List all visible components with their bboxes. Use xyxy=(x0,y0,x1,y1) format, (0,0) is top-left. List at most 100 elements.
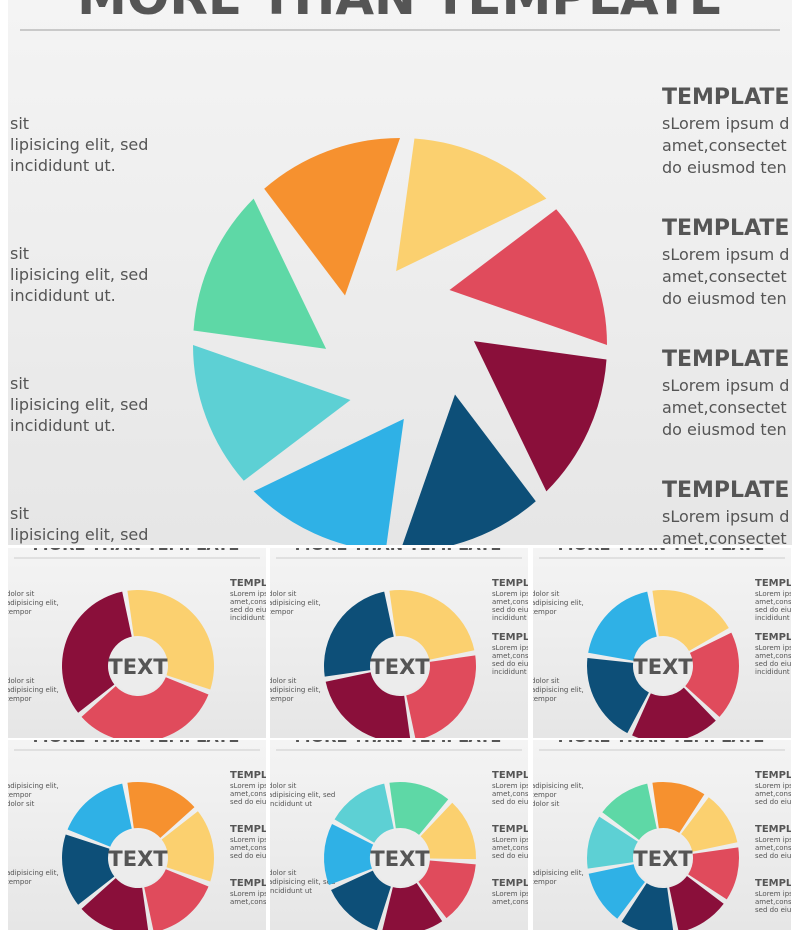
body-text: amet,consect xyxy=(755,598,800,606)
slide: MORE THAN TEMPLATEadipisicing elit,tempo… xyxy=(6,727,288,930)
body-text: adipisicing elit, xyxy=(6,599,59,607)
block-heading: TEMPLATE xyxy=(755,770,800,781)
center-label: TEXT xyxy=(633,655,693,679)
ring-segment xyxy=(588,864,645,919)
body-text: amet,consect xyxy=(230,844,278,852)
body-text: sit xyxy=(10,374,29,393)
body-text: sit xyxy=(10,114,29,133)
body-text: amet,consect xyxy=(230,898,278,906)
body-text: sLorem ipsum xyxy=(755,836,800,844)
body-text: lipisicing elit, sed xyxy=(10,265,148,284)
block-heading: TEMPLATE xyxy=(230,770,288,781)
body-text: amet,consect xyxy=(492,844,540,852)
body-text: sLorem ipsum xyxy=(230,590,279,598)
body-text: amet,consect xyxy=(230,790,278,798)
block-heading: TEMPLATE xyxy=(755,878,800,889)
body-text: dolor sit xyxy=(268,590,297,598)
body-text: tempor xyxy=(6,791,32,799)
block-heading: TEMPLATE xyxy=(755,824,800,835)
ring-segment xyxy=(334,783,394,843)
body-text: sLorem ipsum xyxy=(492,782,541,790)
ring-segment xyxy=(587,816,638,869)
body-text: adipisicing elit, xyxy=(268,599,321,607)
ring-segment xyxy=(127,782,195,838)
ring-segment xyxy=(144,869,209,930)
ring-segment xyxy=(127,590,214,690)
body-text: sed do eiusmod xyxy=(492,852,547,860)
ring-segment xyxy=(161,811,215,882)
ring-segment xyxy=(669,876,724,930)
ring-segment xyxy=(586,658,649,734)
body-text: adipisicing elit, xyxy=(531,782,584,790)
body-text: dolor sit xyxy=(6,590,35,598)
ring-segment xyxy=(406,655,476,738)
slide-title: MORE THAN TEMPLATE xyxy=(295,535,502,554)
block-heading: TEMPLATE xyxy=(755,578,800,589)
pie-wedge xyxy=(193,198,327,349)
block-heading: TEMPLATE xyxy=(662,216,789,241)
body-text: sed do eiusmod xyxy=(755,906,800,914)
slide-title: MORE THAN TEMPLATE xyxy=(558,727,765,746)
body-text: dolor sit xyxy=(6,677,35,685)
body-text: amet,consectet xyxy=(662,529,787,548)
body-text: amet,consect xyxy=(755,844,800,852)
body-text: sLorem ipsum d xyxy=(662,245,789,264)
body-text: sLorem ipsum xyxy=(755,890,800,898)
body-text: lipisicing elit, sed xyxy=(10,525,148,544)
body-text: do eiusmod ten xyxy=(662,420,787,439)
body-text: sLorem ipsum xyxy=(492,890,541,898)
pie-wedge xyxy=(193,345,351,481)
body-text: dolor sit xyxy=(6,800,35,808)
ring-segment xyxy=(688,847,739,900)
body-text: sLorem ipsum xyxy=(230,836,279,844)
ring-segment xyxy=(418,860,476,919)
body-text: tempor xyxy=(531,878,557,886)
ring-segment xyxy=(389,590,475,660)
slide-title: MORE THAN TEMPLATE xyxy=(33,727,240,746)
body-text: tempor xyxy=(531,608,557,616)
pie-wedge xyxy=(402,394,536,545)
body-text: sLorem ipsum d xyxy=(662,114,789,133)
center-label: TEXT xyxy=(108,847,168,871)
body-text: sit xyxy=(10,504,29,523)
body-text: sed do eiusmod xyxy=(230,798,285,806)
body-text: sit xyxy=(10,244,29,263)
body-text: sLorem ipsum xyxy=(755,644,800,652)
ring-segment xyxy=(685,632,740,717)
ring-segment xyxy=(331,870,391,930)
body-text: amet,consect xyxy=(492,790,540,798)
body-text: sLorem ipsum xyxy=(755,782,800,790)
block-heading: TEMPLATE xyxy=(492,878,550,889)
body-text: adipisicing elit, xyxy=(531,686,584,694)
pie-wedge xyxy=(396,138,547,272)
body-text: sLorem ipsum xyxy=(492,836,541,844)
body-text: tempor xyxy=(6,878,32,886)
ring-segment xyxy=(61,834,115,905)
body-text: adipisicing elit, xyxy=(6,782,59,790)
body-text: sed do eiusmod xyxy=(755,606,800,614)
body-text: tempor xyxy=(531,791,557,799)
ring-center xyxy=(635,830,691,886)
slide: MORE THAN TEMPLATEadipisicing elit,tempo… xyxy=(531,727,800,930)
body-text: amet,consectet xyxy=(662,398,787,417)
body-text: amet,consectet xyxy=(662,136,787,155)
body-text: sed do eiusmod xyxy=(492,798,547,806)
body-text: incididunt ut. xyxy=(10,156,116,175)
ring-segment xyxy=(652,590,729,651)
ring-segment xyxy=(325,672,411,738)
ring-center xyxy=(110,830,166,886)
body-text: amet,consect xyxy=(230,598,278,606)
ring-segment xyxy=(621,883,674,930)
center-label: TEXT xyxy=(370,655,430,679)
body-text: dolor sit xyxy=(531,677,560,685)
ring-segment xyxy=(588,591,657,661)
block-heading: TEMPLATE xyxy=(230,878,288,889)
slide-title: MORE THAN TEMPLATE xyxy=(33,535,240,554)
body-text: adipisicing elit, sed xyxy=(268,791,335,799)
body-text: sLorem ipsum xyxy=(230,782,279,790)
ring-segment xyxy=(324,824,374,886)
